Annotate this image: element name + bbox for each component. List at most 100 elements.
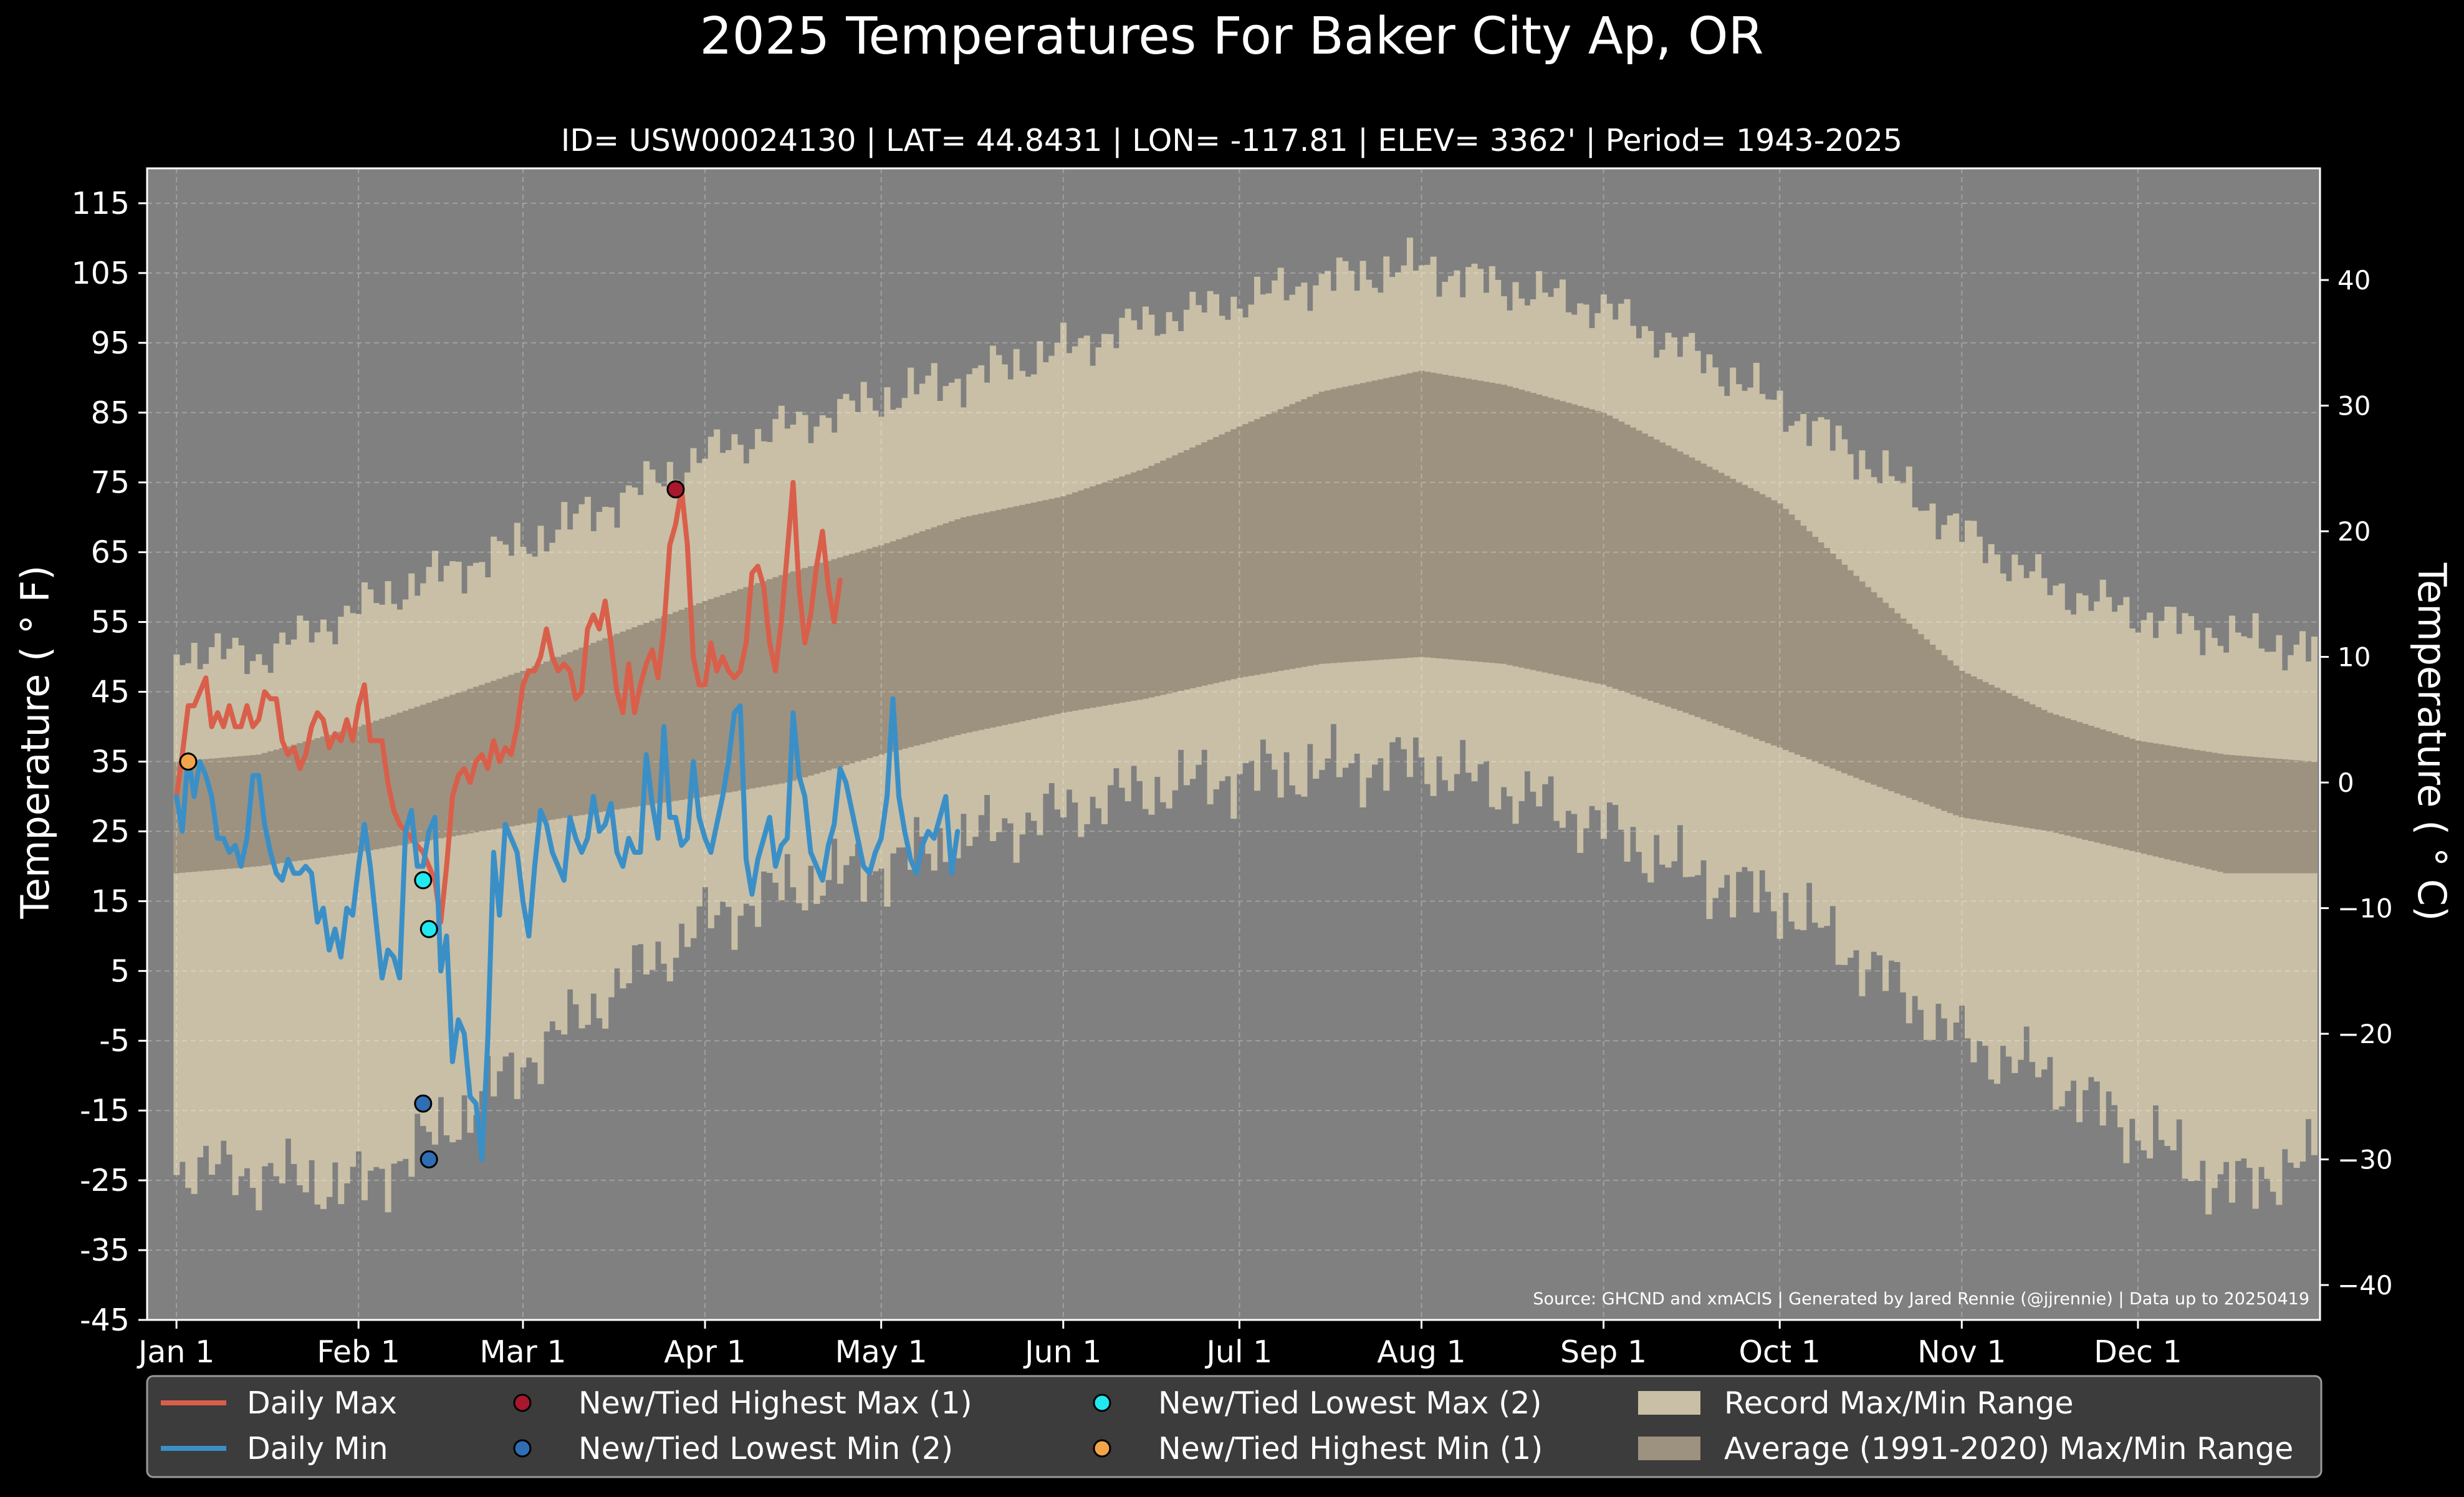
- y-tick-label-right: −10: [2337, 893, 2393, 924]
- record-range-bar: [179, 665, 186, 1162]
- record-range-bar: [2305, 661, 2312, 1119]
- record-range-bar: [2058, 583, 2065, 1107]
- record-range-bar: [2182, 613, 2188, 1179]
- average-range-bar: [984, 512, 990, 729]
- x-tick-label: May 1: [835, 1334, 928, 1370]
- average-range-bar: [338, 731, 345, 855]
- average-range-bar: [543, 662, 550, 821]
- average-range-bar: [778, 575, 785, 784]
- record-range-bar: [285, 644, 292, 1139]
- average-range-bar: [443, 696, 450, 838]
- average-range-bar: [309, 739, 315, 859]
- legend-label: New/Tied Highest Max (1): [578, 1385, 972, 1421]
- record-range-bar: [244, 674, 251, 1168]
- y-tick-label-right: −40: [2337, 1270, 2393, 1301]
- average-range-bar: [702, 601, 709, 797]
- average-range-bar: [1629, 427, 1636, 695]
- record-range-bar: [426, 567, 433, 1132]
- record-range-bar: [2147, 612, 2154, 1158]
- average-range-bar: [649, 620, 656, 805]
- average-range-bar: [1189, 447, 1196, 688]
- average-range-bar: [1906, 623, 1912, 798]
- average-range-bar: [1477, 380, 1484, 662]
- x-tick-label: Mar 1: [479, 1334, 566, 1370]
- record-range-bar: [173, 654, 180, 1175]
- average-range-bar: [673, 612, 679, 801]
- average-range-bar: [1894, 613, 1901, 794]
- record-range-bar: [2205, 627, 2212, 1215]
- record-marker-3: [414, 871, 433, 890]
- average-range-bar: [1030, 502, 1037, 720]
- y-tick-label-left: 65: [91, 535, 130, 570]
- average-range-bar: [1835, 559, 1842, 771]
- legend-swatch-patch: [1638, 1437, 1700, 1460]
- average-range-bar: [438, 698, 444, 839]
- y-tick-label-left: 95: [91, 325, 130, 361]
- legend: Daily Max New/Tied Highest Max (1) New/Tie…: [146, 1375, 2323, 1478]
- average-range-bar: [1166, 458, 1172, 694]
- average-range-bar: [1154, 463, 1161, 696]
- average-range-bar: [972, 514, 979, 731]
- average-range-bar: [719, 595, 726, 794]
- record-range-bar: [2199, 655, 2206, 1161]
- record-range-bar: [2281, 670, 2288, 1150]
- average-range-bar: [990, 511, 997, 728]
- chart-title: 2025 Temperatures For Baker City Ap, OR: [699, 7, 1763, 66]
- average-range-bar: [995, 509, 1002, 726]
- legend-swatch-marker: [1093, 1394, 1111, 1412]
- average-range-bar: [1260, 416, 1267, 674]
- average-range-bar: [314, 738, 321, 859]
- average-range-bar: [1641, 433, 1648, 699]
- y-tick-label-right: −30: [2337, 1145, 2393, 1175]
- average-range-bar: [1254, 419, 1260, 675]
- average-range-bar: [1507, 386, 1513, 665]
- average-range-bar: [1078, 490, 1085, 710]
- record-range-bar: [2099, 579, 2106, 1126]
- average-range-bar: [1272, 412, 1278, 672]
- average-range-bar: [367, 723, 374, 850]
- average-range-bar: [2311, 761, 2318, 874]
- average-range-bar: [2293, 760, 2300, 874]
- average-range-bar: [1430, 372, 1437, 658]
- record-range-bar: [338, 617, 345, 1205]
- average-range-bar: [831, 559, 838, 769]
- y-tick-label-left: 55: [91, 605, 130, 640]
- record-range-bar: [220, 659, 227, 1141]
- record-range-bar: [309, 642, 315, 1160]
- record-range-bar: [261, 665, 268, 1167]
- average-range-bar: [1647, 436, 1654, 701]
- average-range-bar: [1224, 431, 1231, 681]
- average-range-bar: [919, 531, 926, 744]
- average-range-bar: [2164, 745, 2171, 860]
- average-range-bar: [2252, 757, 2259, 874]
- average-range-bar: [1565, 402, 1572, 678]
- record-range-bar: [2176, 633, 2183, 1120]
- record-marker-4: [179, 752, 198, 771]
- average-range-bar: [1612, 418, 1619, 689]
- average-range-bar: [726, 593, 732, 793]
- average-range-bar: [1583, 407, 1589, 681]
- y-tick-label-left: -45: [80, 1302, 130, 1338]
- average-range-bar: [631, 627, 638, 807]
- average-range-bar: [1730, 479, 1737, 731]
- average-range-bar: [889, 541, 896, 752]
- average-range-bar: [2064, 718, 2071, 836]
- record-range-bar: [297, 615, 304, 1186]
- average-range-bar: [1454, 377, 1460, 660]
- average-range-bar: [666, 614, 673, 802]
- record-range-bar: [455, 562, 462, 1140]
- average-range-bar: [1536, 394, 1543, 671]
- average-range-bar: [1747, 488, 1754, 737]
- average-range-bar: [954, 519, 961, 736]
- average-range-bar: [1495, 383, 1502, 663]
- record-range-bar: [2276, 635, 2283, 1205]
- y-tick-label-left: 105: [71, 256, 130, 291]
- average-range-bar: [1712, 469, 1719, 724]
- average-range-bar: [173, 761, 180, 874]
- record-range-bar: [203, 663, 209, 1146]
- y-tick-label-left: -35: [80, 1233, 130, 1268]
- average-range-bar: [238, 756, 245, 868]
- record-marker-1: [666, 480, 685, 499]
- record-range-bar: [267, 673, 274, 1163]
- record-range-bar: [2082, 595, 2089, 1090]
